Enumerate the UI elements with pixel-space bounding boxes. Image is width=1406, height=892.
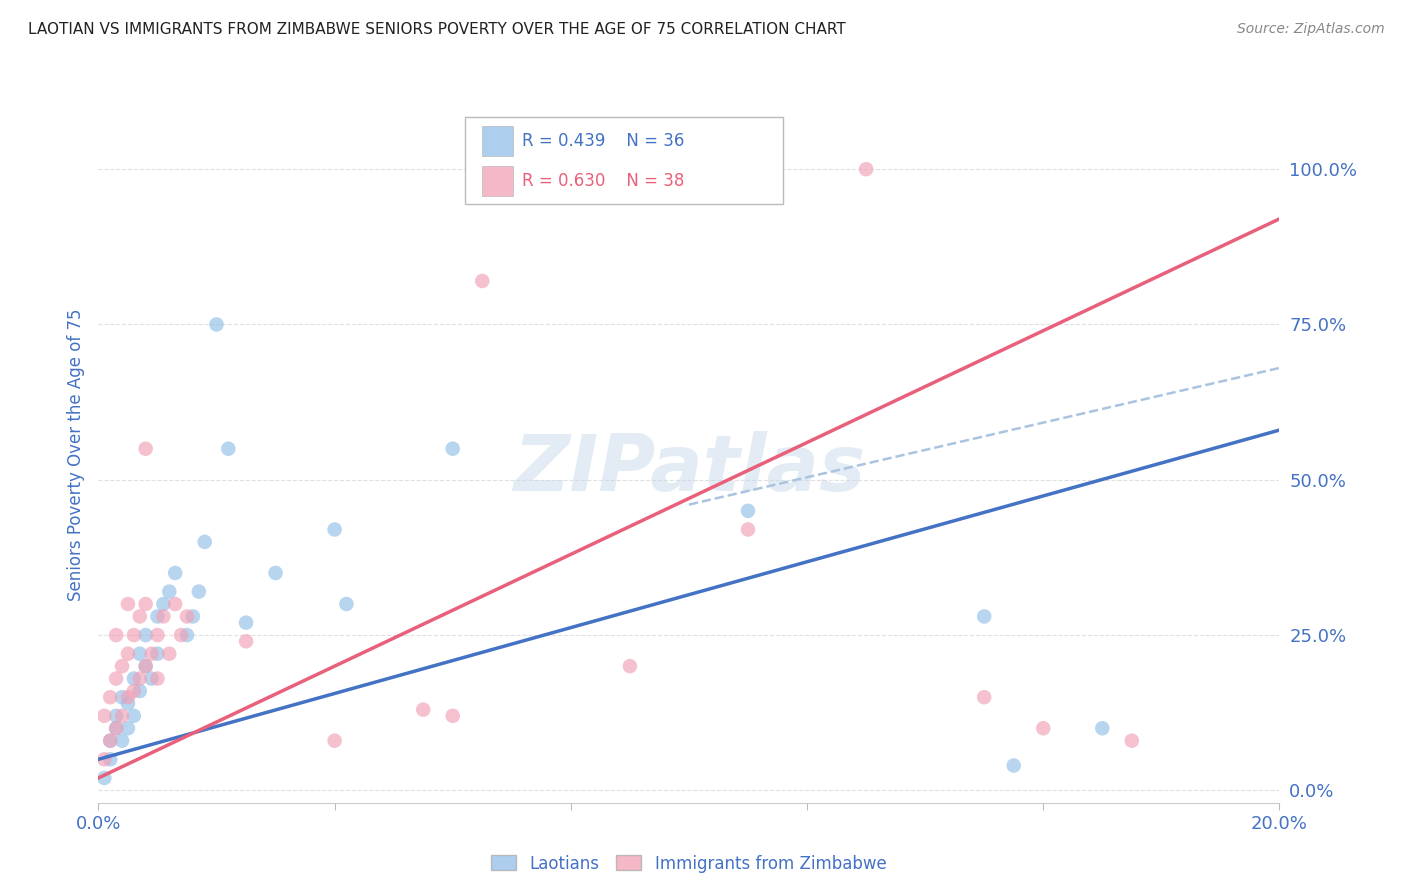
Point (117, 690, 139, 705)
Point (157, 584, 180, 599)
FancyBboxPatch shape (482, 166, 513, 196)
Point (737, 504, 759, 518)
Point (135, 659, 157, 673)
Point (176, 609, 198, 624)
FancyBboxPatch shape (464, 118, 783, 204)
Point (146, 628, 169, 642)
Text: LAOTIAN VS IMMIGRANTS FROM ZIMBABWE SENIORS POVERTY OVER THE AGE OF 75 CORRELATI: LAOTIAN VS IMMIGRANTS FROM ZIMBABWE SENI… (28, 22, 846, 37)
Point (105, 721, 128, 735)
Text: R = 0.630    N = 38: R = 0.630 N = 38 (523, 172, 685, 190)
Point (441, 442, 464, 456)
Point (93, 708, 115, 723)
Point (141, 647, 163, 661)
Point (146, 609, 169, 624)
Point (93, 771, 115, 785)
Point (157, 647, 180, 661)
Point (176, 628, 198, 642)
Point (335, 597, 357, 611)
Point (855, 162, 877, 177)
Point (98, 733, 121, 747)
Point (471, 274, 494, 288)
Point (135, 659, 157, 673)
Point (117, 697, 139, 711)
Point (105, 672, 128, 686)
Point (194, 534, 217, 549)
Point (165, 566, 187, 580)
Text: Source: ZipAtlas.com: Source: ZipAtlas.com (1237, 22, 1385, 37)
Point (135, 628, 157, 642)
Point (128, 609, 150, 624)
Point (117, 721, 139, 735)
Point (98, 690, 121, 705)
Point (264, 566, 287, 580)
Point (323, 733, 346, 747)
Point (323, 523, 346, 537)
Point (105, 628, 128, 642)
Legend: Laotians, Immigrants from Zimbabwe: Laotians, Immigrants from Zimbabwe (485, 848, 893, 880)
Point (111, 733, 134, 747)
Point (1091, 721, 1114, 735)
Point (1002, 758, 1025, 772)
Point (217, 442, 239, 456)
Point (235, 634, 257, 648)
Point (152, 609, 174, 624)
Point (1121, 733, 1143, 747)
Point (441, 708, 464, 723)
FancyBboxPatch shape (482, 126, 513, 156)
Point (128, 672, 150, 686)
Point (135, 597, 157, 611)
Point (135, 442, 157, 456)
Point (737, 523, 759, 537)
Y-axis label: Seniors Poverty Over the Age of 75: Seniors Poverty Over the Age of 75 (66, 309, 84, 601)
Point (111, 659, 134, 673)
Point (973, 690, 995, 705)
Text: R = 0.439    N = 36: R = 0.439 N = 36 (523, 132, 685, 150)
Point (619, 659, 641, 673)
Point (117, 597, 139, 611)
Point (122, 684, 145, 698)
Point (235, 615, 257, 630)
Point (146, 647, 169, 661)
Point (98, 752, 121, 766)
Point (128, 684, 150, 698)
Point (152, 597, 174, 611)
Point (122, 708, 145, 723)
Point (117, 647, 139, 661)
Point (105, 721, 128, 735)
Point (165, 597, 187, 611)
Point (187, 584, 209, 599)
Point (98, 733, 121, 747)
Point (170, 628, 193, 642)
Point (205, 318, 228, 332)
Point (128, 647, 150, 661)
Point (146, 672, 169, 686)
Point (111, 708, 134, 723)
Point (122, 672, 145, 686)
Point (105, 708, 128, 723)
Point (93, 752, 115, 766)
Point (412, 703, 434, 717)
Point (1032, 721, 1054, 735)
Text: ZIPatlas: ZIPatlas (513, 431, 865, 507)
Point (122, 628, 145, 642)
Point (111, 690, 134, 705)
Point (973, 609, 995, 624)
Point (141, 672, 163, 686)
Point (181, 609, 204, 624)
